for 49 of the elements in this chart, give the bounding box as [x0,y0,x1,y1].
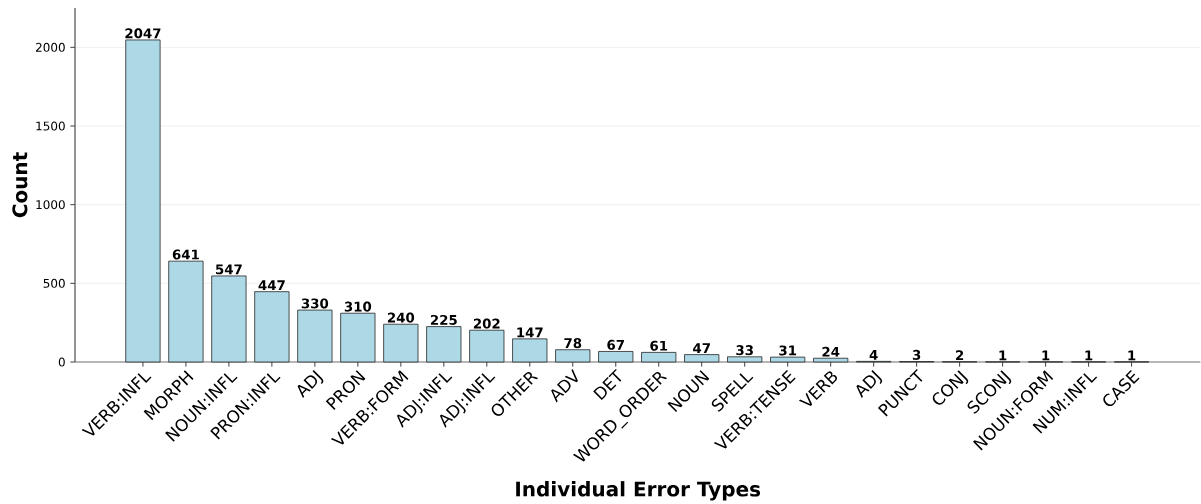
y-tick-label: 500 [43,278,65,288]
bar [555,349,591,363]
bar [469,329,505,363]
data-label: 33 [736,345,753,356]
data-label: 2047 [125,28,161,39]
data-label: 24 [822,346,840,357]
bar [297,309,333,363]
bar [426,326,462,363]
data-label: 1 [1042,350,1050,361]
y-tick-label: 1000 [36,200,65,210]
data-label: 4 [869,350,878,360]
data-label: 78 [564,338,582,349]
data-label: 1 [999,350,1007,361]
data-label: 147 [517,327,543,338]
data-label: 547 [216,264,242,275]
data-label: 67 [607,339,624,350]
bar [684,354,720,363]
x-tick-label: ADJ [297,370,324,399]
y-axis-title: Count [12,152,28,218]
data-label: 31 [779,345,797,356]
x-axis-title: Individual Error Types [516,481,761,501]
bar [168,260,204,363]
data-label: 1 [1128,350,1136,361]
data-label: 225 [430,314,457,325]
bar [340,312,376,363]
bar [512,338,548,363]
data-label: 641 [172,249,199,260]
bar [383,323,419,363]
bar [211,275,247,363]
bar [727,356,763,363]
bar [641,352,677,363]
data-label: 2 [956,350,964,361]
data-label: 447 [258,280,285,291]
bar [125,39,161,363]
data-label: 202 [473,318,500,329]
data-label: 310 [344,301,372,312]
data-label: 330 [301,298,329,309]
y-tick-label: 0 [58,357,65,367]
data-label: 240 [387,312,415,323]
bar [770,356,806,363]
bar [254,291,290,363]
data-label: 3 [912,349,921,360]
bar [813,357,849,363]
bar [598,351,634,363]
data-label: 1 [1085,350,1093,361]
data-label: 47 [693,343,710,354]
y-tick-label: 1500 [36,121,65,131]
data-label: 61 [650,340,668,351]
y-tick-label: 2000 [35,42,65,52]
